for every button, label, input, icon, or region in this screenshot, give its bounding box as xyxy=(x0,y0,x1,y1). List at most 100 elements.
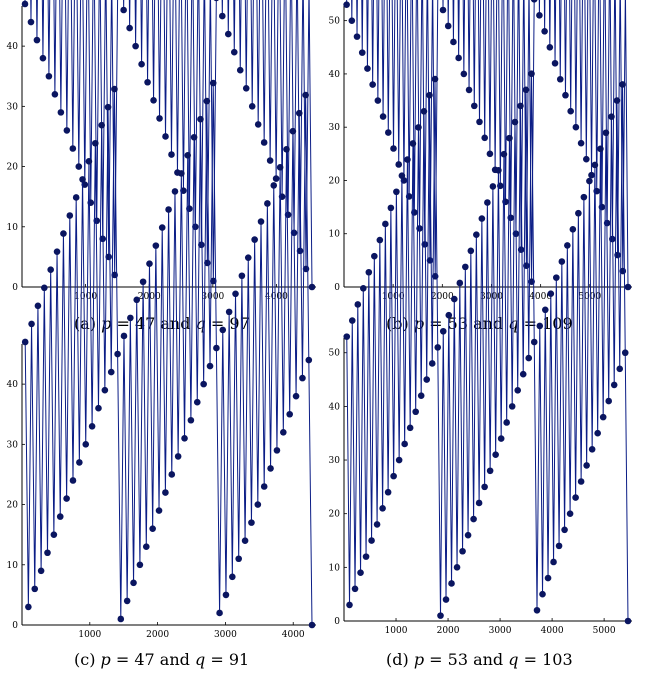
data-point xyxy=(374,97,382,104)
data-point xyxy=(273,447,281,454)
data-point xyxy=(503,419,510,426)
data-point xyxy=(473,231,480,238)
data-point xyxy=(387,204,395,212)
data-point xyxy=(155,507,163,514)
y-tick-label: 50 xyxy=(329,349,341,359)
data-point xyxy=(66,212,74,219)
data-point xyxy=(232,290,239,298)
data-point xyxy=(114,350,121,358)
data-point xyxy=(203,97,211,105)
data-point xyxy=(44,549,51,557)
data-point xyxy=(69,145,77,152)
data-point xyxy=(395,161,403,168)
data-point xyxy=(379,113,387,120)
data-point xyxy=(101,386,109,394)
data-point xyxy=(608,113,615,120)
data-point xyxy=(561,526,568,534)
data-point xyxy=(60,230,67,237)
data-point xyxy=(292,392,300,400)
x-tick-label: 4000 xyxy=(529,292,552,302)
data-point xyxy=(442,596,450,603)
data-point xyxy=(187,416,195,424)
y-tick-label: 20 xyxy=(329,510,341,520)
data-point xyxy=(362,553,370,560)
data-point xyxy=(371,252,378,260)
data-point xyxy=(111,85,118,93)
data-point xyxy=(546,43,554,51)
data-point xyxy=(486,467,494,475)
chart-d: 1000 2000 3000 4000 5000 0 10 20 30 40 50 xyxy=(329,70,632,636)
data-point xyxy=(369,81,376,88)
data-point xyxy=(146,260,153,267)
data-point xyxy=(431,75,439,83)
data-point xyxy=(107,368,115,376)
x-tick-label: 2000 xyxy=(437,626,460,636)
data-point xyxy=(117,615,125,623)
data-point xyxy=(280,429,287,436)
data-point xyxy=(197,115,204,123)
data-point xyxy=(343,1,350,8)
data-point xyxy=(541,306,549,314)
data-point xyxy=(295,109,303,117)
data-point xyxy=(564,242,571,249)
data-point xyxy=(376,236,384,244)
data-point xyxy=(423,376,431,383)
y-tick-label: 0 xyxy=(334,617,340,627)
data-point xyxy=(225,308,233,316)
data-point xyxy=(621,349,629,357)
data-point xyxy=(567,107,574,115)
data-point xyxy=(619,81,626,88)
data-point xyxy=(484,199,491,206)
data-point xyxy=(390,145,397,152)
data-point xyxy=(34,302,42,310)
data-point xyxy=(358,49,366,56)
data-point xyxy=(242,84,250,92)
data-point xyxy=(98,121,105,129)
y-tick-label: 10 xyxy=(7,223,19,233)
data-point xyxy=(417,392,425,399)
x-tick-label: 2000 xyxy=(146,630,169,640)
data-point xyxy=(45,72,53,80)
data-point xyxy=(379,505,386,512)
data-point xyxy=(348,317,356,324)
data-point xyxy=(519,370,527,378)
y-tick-label: 10 xyxy=(7,561,19,571)
data-point xyxy=(27,18,35,26)
chart-panel-d: 1000 2000 3000 4000 5000 0 10 20 30 40 50 (d) p = … xyxy=(329,70,660,676)
chart-c: 1000 2000 3000 4000 0 10 20 30 40 xyxy=(7,79,316,640)
data-point xyxy=(93,217,101,225)
data-point xyxy=(299,374,306,382)
data-point xyxy=(296,247,304,255)
data-point xyxy=(553,274,560,281)
data-point xyxy=(522,86,530,94)
data-point xyxy=(393,188,400,196)
chart-panel-c: 1000 2000 3000 4000 0 10 20 30 40 (c) p = 47 and… xyxy=(0,79,330,676)
data-point xyxy=(248,103,256,110)
data-point xyxy=(53,248,61,255)
data-point xyxy=(132,42,139,50)
data-point xyxy=(235,555,242,563)
data-point xyxy=(28,320,35,328)
data-point xyxy=(56,513,64,520)
data-point xyxy=(219,12,226,20)
x-tick-label: 2000 xyxy=(431,292,454,302)
data-point xyxy=(428,360,436,367)
data-point xyxy=(186,205,193,213)
data-point xyxy=(450,295,458,303)
data-point xyxy=(120,332,128,340)
x-tick-label: 4000 xyxy=(282,630,305,640)
data-point xyxy=(168,471,176,478)
data-point xyxy=(213,0,219,2)
data-point xyxy=(476,118,483,126)
y-tick-label: 0 xyxy=(12,283,18,293)
data-point xyxy=(404,156,411,163)
data-point xyxy=(539,590,546,598)
x-tick-label: 5000 xyxy=(593,626,616,636)
data-point xyxy=(238,272,246,280)
data-point xyxy=(470,102,478,110)
data-point xyxy=(528,70,535,78)
data-point xyxy=(365,268,373,276)
data-point xyxy=(514,386,522,394)
data-point xyxy=(536,322,544,330)
